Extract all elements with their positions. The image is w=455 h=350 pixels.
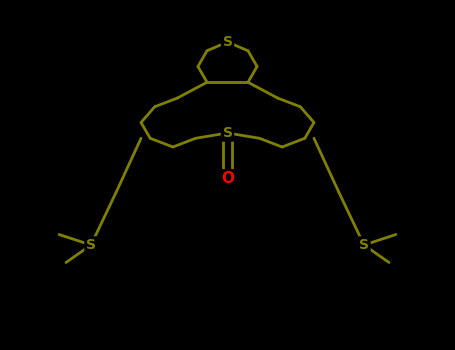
Text: S: S — [86, 238, 96, 252]
Text: O: O — [221, 171, 234, 186]
Text: S: S — [222, 35, 233, 49]
Text: S: S — [359, 238, 369, 252]
Text: S: S — [222, 126, 233, 140]
